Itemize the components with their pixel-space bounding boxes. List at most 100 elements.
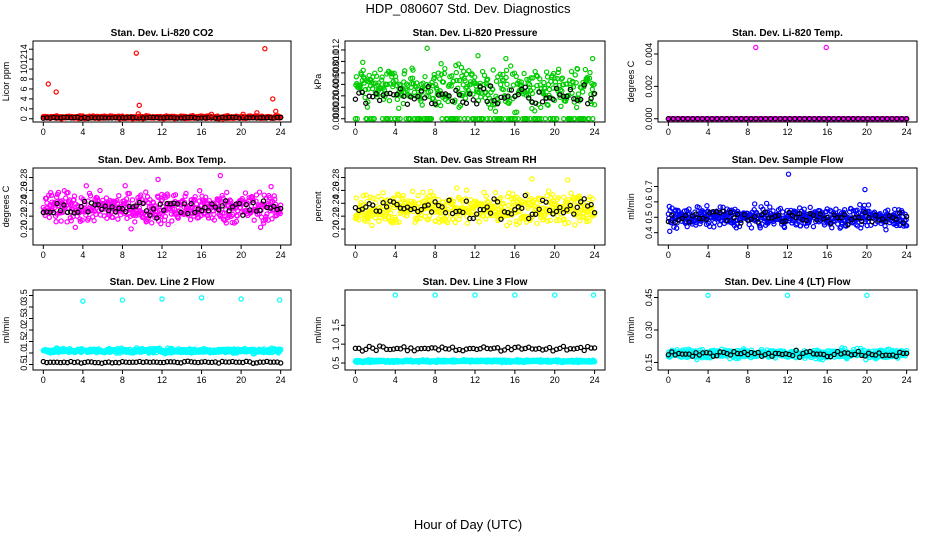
data-point: [448, 83, 454, 89]
data-point: [575, 91, 582, 97]
data-point: [272, 196, 278, 202]
x-tick-label: 0: [353, 127, 358, 137]
data-point-black: [591, 90, 598, 97]
data-point: [197, 187, 203, 194]
data-point-black: [198, 115, 205, 121]
data-point-black: [834, 215, 841, 221]
x-tick-label: 20: [862, 250, 872, 260]
data-point-black: [474, 346, 480, 353]
data-point-black: [453, 87, 459, 94]
data-point: [671, 224, 677, 230]
data-point-black: [693, 211, 699, 217]
data-point-black: [821, 116, 827, 122]
y-tick-label: 0.012: [331, 39, 341, 62]
data-point: [892, 206, 898, 213]
data-point-black: [738, 116, 745, 122]
data-point-black: [136, 358, 143, 365]
data-point: [369, 222, 375, 229]
data-point: [454, 116, 460, 122]
data-point-black: [751, 214, 758, 220]
data-point: [53, 194, 60, 200]
data-point: [549, 192, 556, 198]
data-point-black: [724, 116, 730, 122]
data-point: [458, 64, 465, 71]
data-point-black: [54, 200, 60, 207]
outlier-point: [159, 296, 165, 302]
data-point: [582, 66, 589, 73]
data-point: [437, 76, 443, 82]
data-point-black: [47, 359, 53, 365]
data-point-black: [250, 115, 256, 121]
data-point: [573, 80, 579, 86]
data-point-black: [126, 359, 133, 366]
data-point: [414, 85, 421, 92]
data-point-black: [202, 204, 208, 211]
y-axis-label: ml/min: [626, 317, 636, 344]
data-point-black: [532, 100, 539, 106]
data-point-black: [850, 116, 856, 122]
data-point-black: [411, 205, 418, 212]
data-point-black: [841, 211, 848, 218]
data-point: [555, 195, 561, 201]
data-point: [382, 216, 388, 222]
data-point-black: [670, 116, 676, 122]
data-point-black: [526, 215, 532, 222]
data-point: [47, 189, 54, 196]
data-point-black: [174, 201, 181, 207]
data-point-black: [161, 207, 167, 213]
x-tick-label: 16: [510, 250, 520, 260]
data-point-black: [665, 116, 672, 122]
data-points: [40, 172, 284, 232]
data-point-black: [191, 359, 198, 365]
data-point: [704, 203, 710, 209]
chart-title: Stan. Dev. Li-820 CO2: [111, 28, 214, 39]
data-point: [381, 87, 388, 93]
data-point: [417, 215, 424, 221]
data-point-black: [894, 116, 900, 122]
data-point: [554, 218, 560, 224]
data-point-black: [893, 216, 899, 222]
data-point: [587, 69, 593, 76]
data-point: [401, 71, 407, 77]
data-point-black: [884, 116, 890, 122]
data-point: [504, 222, 510, 229]
data-point-black: [491, 196, 497, 202]
data-point-black: [810, 212, 817, 218]
data-point: [361, 218, 368, 224]
data-point: [454, 77, 460, 84]
data-point-black: [78, 360, 84, 366]
data-point: [502, 116, 508, 122]
data-point-black: [449, 344, 456, 350]
data-point: [224, 189, 230, 196]
data-point-black: [709, 116, 715, 122]
data-point: [158, 220, 164, 227]
data-point: [763, 200, 770, 207]
data-point: [362, 94, 368, 101]
data-points: [40, 295, 284, 366]
data-point-black: [188, 114, 194, 121]
data-point-black: [883, 219, 889, 225]
data-point-black: [78, 203, 84, 210]
data-point-black: [195, 115, 201, 121]
data-point: [490, 67, 496, 73]
data-point: [370, 195, 376, 201]
data-point: [518, 204, 524, 210]
data-point-black: [216, 115, 222, 121]
data-point: [476, 89, 482, 96]
data-point-black: [99, 114, 105, 121]
data-point-black: [267, 359, 274, 365]
chart-title: Stan. Dev. Gas Stream RH: [413, 155, 536, 166]
data-point-black: [236, 359, 243, 365]
data-point-black: [50, 114, 57, 121]
data-point-black: [811, 116, 817, 122]
data-point: [395, 116, 401, 122]
data-point-black: [772, 213, 779, 219]
data-point-black: [787, 116, 793, 122]
data-point-black: [762, 209, 768, 215]
data-point: [390, 79, 396, 85]
data-point: [573, 210, 579, 216]
data-point: [453, 69, 460, 76]
